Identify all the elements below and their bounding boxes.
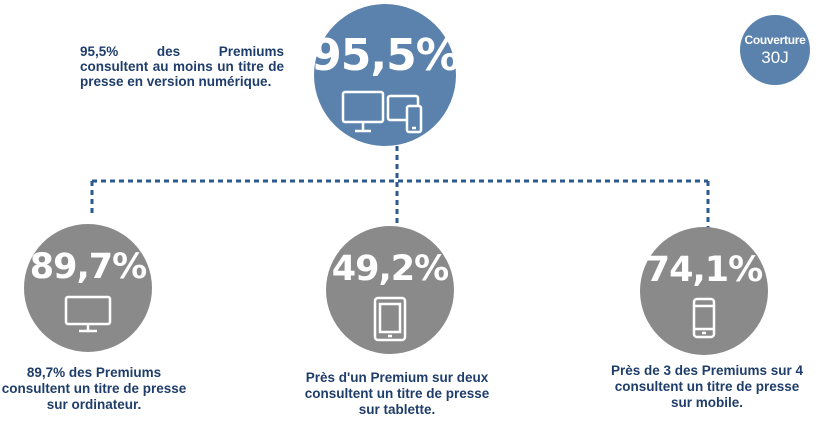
- computer-caption: 89,7% des Premiums consultent un titre d…: [1, 365, 187, 412]
- coverage-badge: Couverture 30J: [740, 15, 810, 85]
- coverage-badge-period: 30J: [761, 47, 789, 67]
- main-description: 95,5% des Premiums consultent au moins u…: [80, 44, 284, 89]
- tablet-icon: [373, 296, 407, 342]
- tablet-circle: 49,2%: [326, 226, 454, 354]
- main-circle: 95,5%: [311, 4, 460, 146]
- monitor-icon: [64, 295, 112, 333]
- smartphone-icon: [692, 297, 716, 339]
- tablet-caption: Près d'un Premium sur deux consultent un…: [304, 370, 490, 417]
- computer-circle: 89,7%: [24, 224, 152, 352]
- mobile-circle: 74,1%: [640, 227, 768, 355]
- coverage-badge-title: Couverture: [744, 32, 806, 47]
- mobile-caption: Près de 3 des Premiums sur 4 consultent …: [610, 363, 804, 410]
- main-percentage: 95,5%: [311, 30, 460, 81]
- computer-percentage: 89,7%: [29, 247, 147, 287]
- devices-icon: [341, 90, 423, 134]
- tablet-percentage: 49,2%: [331, 249, 449, 289]
- mobile-percentage: 74,1%: [645, 250, 763, 290]
